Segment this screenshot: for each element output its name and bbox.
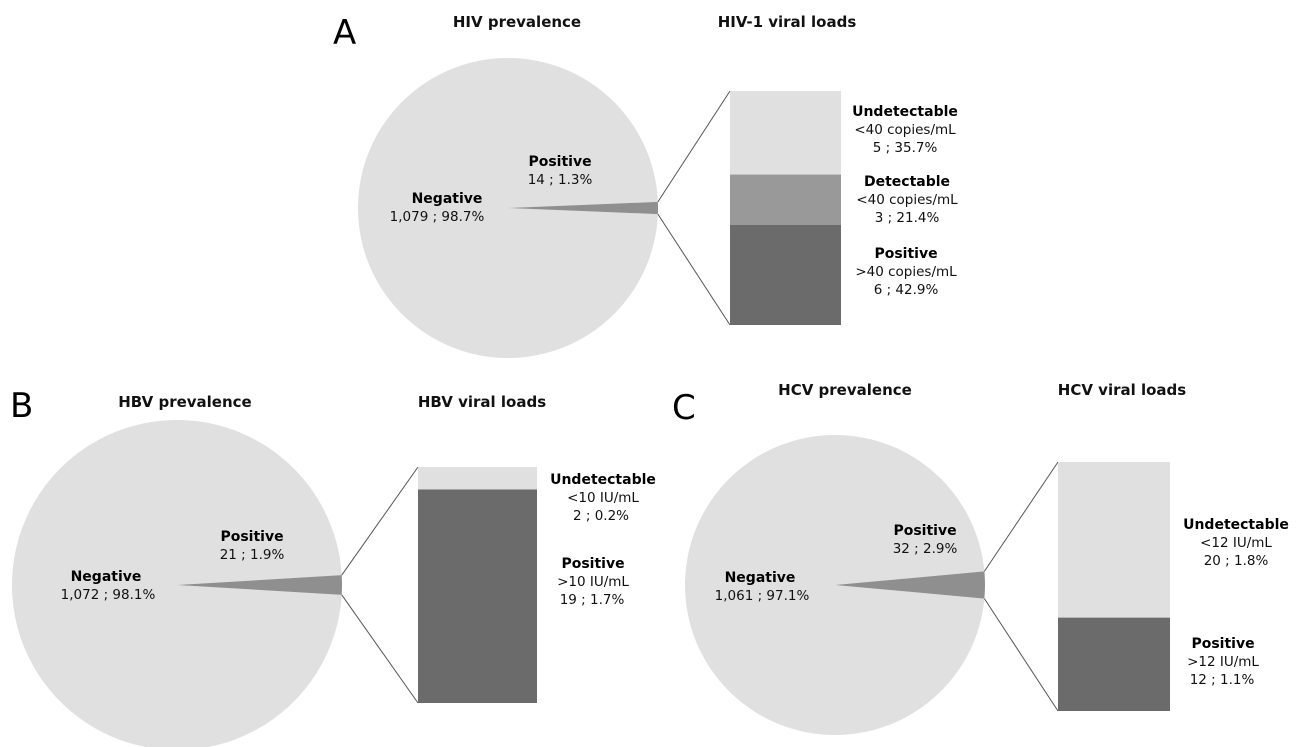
connector-line-bottom [341, 594, 419, 704]
connector-line-top [983, 461, 1059, 572]
bar-segment-undetectable [1058, 462, 1170, 618]
pie-slice-positive [177, 575, 343, 595]
panel-a: A HIV prevalence HIV-1 viral loads Negat… [333, 13, 958, 358]
bar-label-positive-detail: >40 copies/mL [855, 264, 957, 280]
connector-line-bottom [983, 598, 1059, 712]
bar-segment-positive [730, 224, 841, 325]
bar-label-detectable-detail: <40 copies/mL [856, 192, 958, 208]
bar-label-undetectable-name: Undetectable [1183, 517, 1289, 533]
panel-letter-b: B [10, 386, 33, 426]
bar-label-undetectable-name: Undetectable [550, 472, 656, 488]
pie-label-positive-name: Positive [893, 523, 956, 539]
pie-slice-negative [357, 57, 658, 358]
panel-b-pie-title: HBV prevalence [118, 393, 251, 411]
bar-label-detectable-value: 3 ; 21.4% [875, 210, 940, 226]
bar-label-undetectable-value: 5 ; 35.7% [873, 140, 938, 156]
panel-c-pie-title: HCV prevalence [778, 381, 912, 399]
bar-label-undetectable-value: 2 ; 0.2% [573, 508, 629, 524]
pie-slice-negative [685, 434, 985, 735]
pie-label-positive-name: Positive [220, 529, 283, 545]
panel-letter-a: A [333, 13, 356, 53]
bar-label-positive-name: Positive [561, 556, 624, 572]
bar-label-undetectable-detail: <12 IU/mL [1200, 535, 1272, 551]
pie-label-negative-value: 1,072 ; 98.1% [61, 587, 156, 603]
bar-label-positive-name: Positive [1191, 636, 1254, 652]
bar-segment-undetectable [418, 467, 537, 490]
bar-segment-positive [418, 489, 537, 703]
pie-label-negative-value: 1,061 ; 97.1% [715, 588, 810, 604]
pie-label-positive-value: 14 ; 1.3% [528, 172, 593, 188]
pie-slice-positive [835, 571, 986, 599]
bar-segment-undetectable [730, 91, 841, 175]
pie-slice-positive [508, 201, 658, 215]
bar-label-undetectable-detail: <40 copies/mL [854, 122, 956, 138]
bar-label-positive-detail: >12 IU/mL [1187, 654, 1259, 670]
pie-label-positive-value: 21 ; 1.9% [220, 547, 285, 563]
pie-label-negative-name: Negative [412, 191, 483, 207]
panel-c-bar-title: HCV viral loads [1058, 381, 1187, 399]
bar-label-positive-value: 19 ; 1.7% [560, 592, 625, 608]
panel-a-pie-title: HIV prevalence [453, 13, 581, 31]
bar-segment-positive [1058, 617, 1170, 712]
pie-label-negative-value: 1,079 ; 98.7% [390, 209, 485, 225]
bar-label-positive-value: 6 ; 42.9% [874, 282, 939, 298]
bar-label-positive-detail: >10 IU/mL [557, 574, 629, 590]
panel-letter-c: C [672, 388, 696, 428]
bar-label-undetectable-detail: <10 IU/mL [567, 490, 639, 506]
bar-label-positive-name: Positive [874, 246, 937, 262]
panel-b: B HBV prevalence HBV viral loads Negativ… [10, 386, 656, 747]
pie-slice-negative [12, 420, 342, 747]
bar-label-detectable-name: Detectable [864, 174, 950, 190]
panel-a-bar-title: HIV-1 viral loads [718, 13, 857, 31]
connector-line-top [657, 90, 731, 203]
pie-label-negative-name: Negative [725, 570, 796, 586]
connector-line-top [341, 466, 419, 576]
pie-label-negative-name: Negative [71, 569, 142, 585]
pie-label-positive-name: Positive [528, 154, 591, 170]
pie-label-positive-value: 32 ; 2.9% [893, 541, 958, 557]
bar-segment-detectable [730, 174, 841, 225]
bar-label-undetectable-name: Undetectable [852, 104, 958, 120]
panel-c: C HCV prevalence HCV viral loads Negativ… [672, 381, 1289, 735]
bar-label-undetectable-value: 20 ; 1.8% [1204, 553, 1269, 569]
connector-line-bottom [657, 213, 731, 326]
panel-b-bar-title: HBV viral loads [418, 393, 546, 411]
bar-label-positive-value: 12 ; 1.1% [1190, 672, 1255, 688]
